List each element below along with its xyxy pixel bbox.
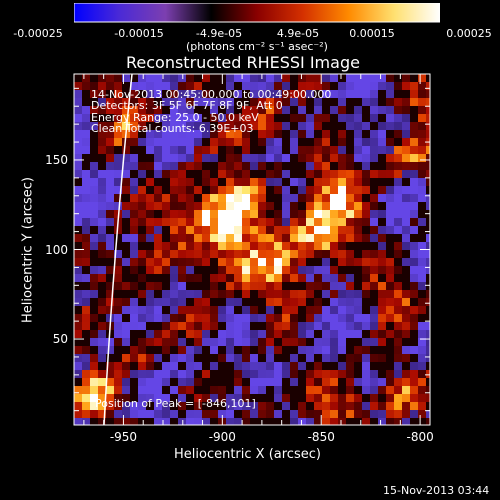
y-tick-label: 100 [45, 242, 68, 257]
time-range-annotation: 14-Nov-2013 00:45:00.000 to 00:49:00.000 [91, 88, 332, 101]
color-bar-tick-label: -0.00015 [114, 27, 164, 40]
color-bar-tick-label: -4.9e-05 [195, 27, 243, 40]
x-tick-label: -850 [307, 430, 335, 444]
image-plot-area [74, 74, 430, 425]
color-bar-unit-label: (photons cm⁻² s⁻¹ asec⁻²) [186, 40, 328, 53]
x-axis-label: Heliocentric X (arcsec) [174, 447, 321, 462]
x-tick-label: -900 [208, 430, 236, 444]
color-bar-tick-label: 4.9e-05 [276, 27, 320, 40]
y-tick-label: 50 [52, 332, 68, 347]
clean-annotation: Clean Total counts: 6.39E+03 [91, 122, 254, 135]
color-bar [74, 3, 440, 23]
footer-timestamp: 15-Nov-2013 03:44 [383, 484, 490, 497]
x-tick-label: -950 [109, 430, 138, 444]
y-axis-label: Heliocentric Y (arcsec) [20, 177, 36, 323]
color-bar-tick-label: 0.00025 [446, 27, 492, 40]
color-bar-tick-label: 0.00015 [349, 27, 395, 40]
energy-annotation: Energy Range: 25.0 - 50.0 keV [91, 111, 259, 124]
x-tick-label: -800 [406, 430, 434, 444]
plot-title: Reconstructed RHESSI Image [126, 53, 360, 72]
image-pixels [74, 74, 430, 425]
peak-position-annotation: Position of Peak = [-846,101] [95, 397, 256, 410]
color-bar-tick-label: -0.00025 [13, 27, 63, 40]
rhessi-image [74, 74, 430, 425]
solar-limb-line [103, 74, 133, 425]
y-tick-label: 150 [45, 152, 68, 167]
detectors-annotation: Detectors: 3F 5F 6F 7F 8F 9F, Att 0 [91, 99, 283, 112]
